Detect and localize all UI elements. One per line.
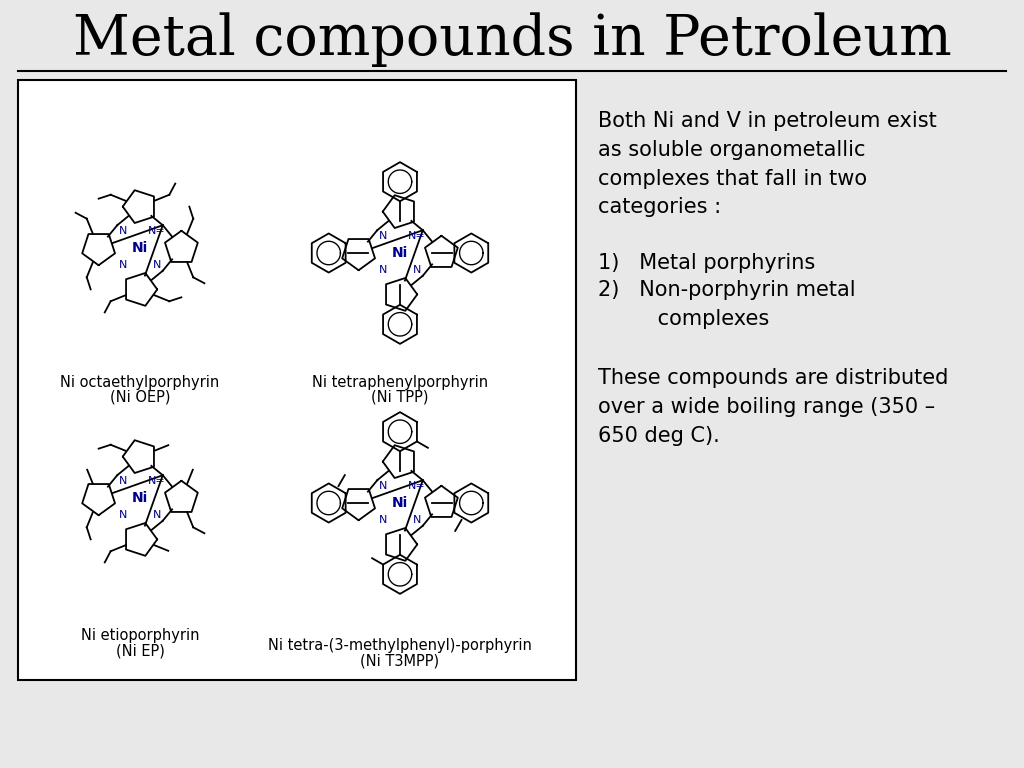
Text: Ni etioporphyrin: Ni etioporphyrin — [81, 628, 200, 643]
Text: N: N — [153, 510, 161, 520]
Text: Ni tetra-(3-methylphenyl)-porphyrin: Ni tetra-(3-methylphenyl)-porphyrin — [268, 638, 531, 653]
Text: N=: N= — [147, 476, 166, 486]
Text: 1)   Metal porphyrins: 1) Metal porphyrins — [598, 253, 815, 273]
Text: Ni octaethylporphyrin: Ni octaethylporphyrin — [60, 375, 219, 390]
Text: Ni: Ni — [392, 246, 409, 260]
Text: Ni: Ni — [392, 496, 409, 510]
Text: N: N — [379, 231, 387, 241]
Text: (Ni T3MPP): (Ni T3MPP) — [360, 653, 439, 668]
Text: N: N — [413, 515, 421, 525]
Text: Ni: Ni — [132, 241, 148, 255]
Text: N: N — [413, 265, 421, 275]
Text: N: N — [379, 265, 387, 275]
Text: (Ni OEP): (Ni OEP) — [110, 390, 170, 405]
Text: N: N — [119, 227, 128, 237]
Text: N: N — [379, 515, 387, 525]
Text: Both Ni and V in petroleum exist
as soluble organometallic
complexes that fall i: Both Ni and V in petroleum exist as solu… — [598, 111, 937, 217]
FancyBboxPatch shape — [18, 80, 575, 680]
Text: N: N — [119, 476, 128, 486]
Text: N: N — [379, 482, 387, 492]
Text: Ni tetraphenylporphyrin: Ni tetraphenylporphyrin — [312, 375, 488, 390]
Text: N=: N= — [408, 482, 426, 492]
Text: (Ni EP): (Ni EP) — [116, 643, 165, 658]
Text: These compounds are distributed
over a wide boiling range (350 –
650 deg C).: These compounds are distributed over a w… — [598, 368, 948, 445]
Text: (Ni TPP): (Ni TPP) — [372, 390, 429, 405]
Text: Ni: Ni — [132, 491, 148, 505]
Text: N=: N= — [408, 231, 426, 241]
Text: N=: N= — [147, 227, 166, 237]
Text: N: N — [119, 510, 128, 520]
Text: Metal compounds in Petroleum: Metal compounds in Petroleum — [73, 12, 951, 68]
Text: 2)   Non-porphyrin metal
         complexes: 2) Non-porphyrin metal complexes — [598, 280, 856, 329]
Text: N: N — [153, 260, 161, 270]
Text: N: N — [119, 260, 128, 270]
